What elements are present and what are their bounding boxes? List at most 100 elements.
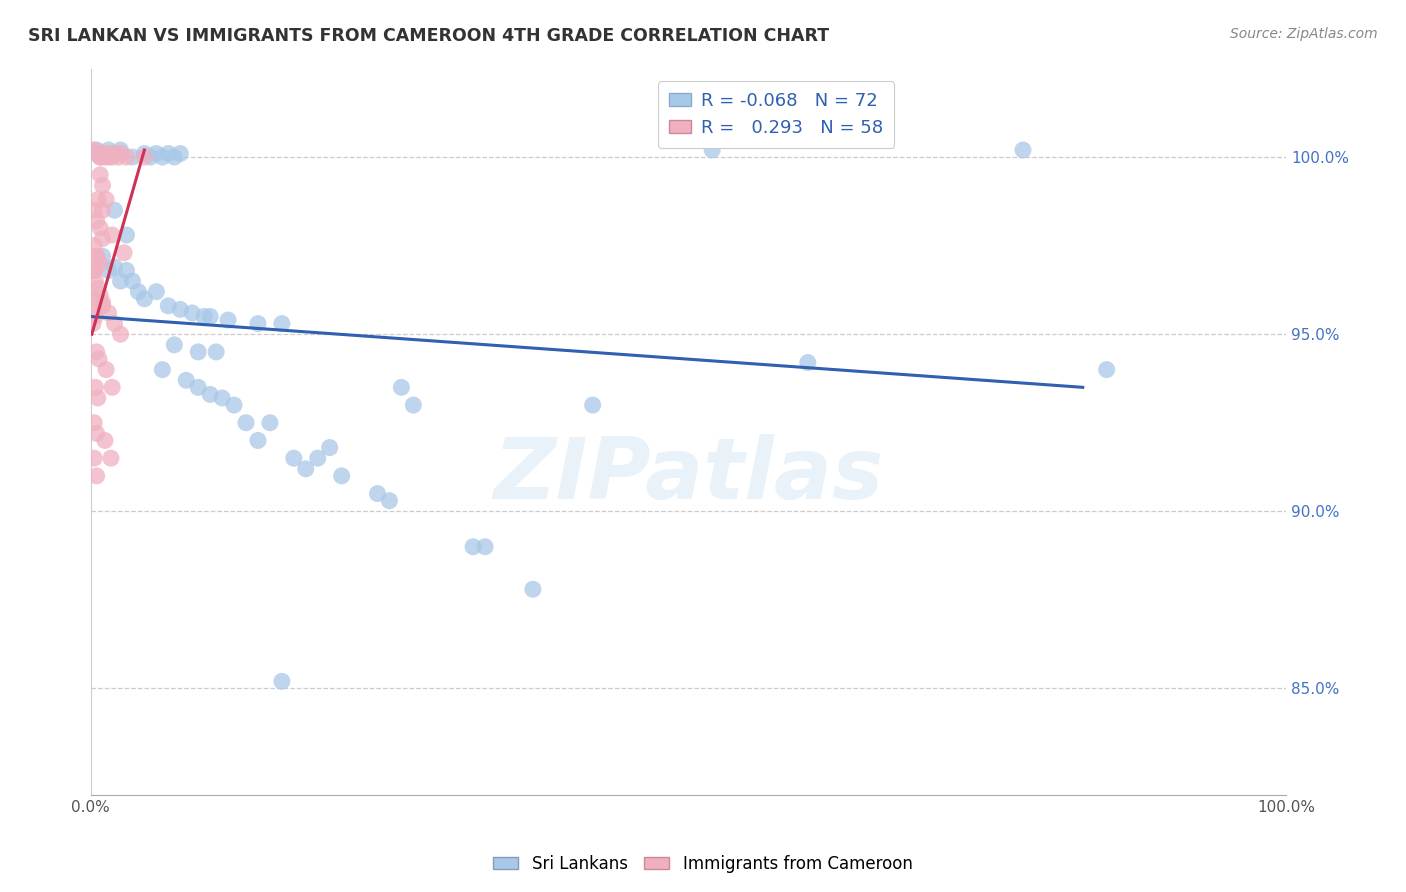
Point xyxy=(103,146,125,161)
Point xyxy=(150,150,173,164)
Text: SRI LANKAN VS IMMIGRANTS FROM CAMEROON 4TH GRADE CORRELATION CHART: SRI LANKAN VS IMMIGRANTS FROM CAMEROON 4… xyxy=(28,27,830,45)
Point xyxy=(246,317,269,331)
Point xyxy=(83,451,105,466)
Point xyxy=(163,150,186,164)
Point xyxy=(181,306,204,320)
Point xyxy=(217,313,239,327)
Point xyxy=(89,288,111,302)
Point xyxy=(107,150,129,164)
Point xyxy=(83,143,105,157)
Point xyxy=(330,469,353,483)
Point xyxy=(270,317,292,331)
Point xyxy=(89,221,111,235)
Point xyxy=(86,469,108,483)
Point xyxy=(91,295,114,310)
Point xyxy=(103,146,125,161)
Point xyxy=(86,249,108,263)
Point xyxy=(198,387,221,401)
Point xyxy=(150,362,173,376)
Point xyxy=(86,143,108,157)
Point xyxy=(283,451,305,466)
Point xyxy=(112,245,135,260)
Point xyxy=(83,263,105,277)
Point xyxy=(82,302,104,317)
Point xyxy=(145,146,167,161)
Point xyxy=(83,292,105,306)
Text: ZIPatlas: ZIPatlas xyxy=(494,434,883,516)
Point xyxy=(193,310,215,324)
Point xyxy=(84,274,107,288)
Point xyxy=(134,292,156,306)
Point xyxy=(87,281,110,295)
Point xyxy=(91,231,114,245)
Point xyxy=(582,398,605,412)
Point xyxy=(174,373,197,387)
Point xyxy=(318,441,340,455)
Point xyxy=(96,362,118,376)
Point xyxy=(84,310,107,324)
Point xyxy=(187,380,209,394)
Point xyxy=(91,299,114,313)
Point xyxy=(89,150,111,164)
Point xyxy=(87,391,110,405)
Point xyxy=(121,150,143,164)
Point xyxy=(82,263,104,277)
Point xyxy=(110,146,132,161)
Point xyxy=(91,146,114,161)
Point xyxy=(702,143,724,157)
Point xyxy=(211,391,233,405)
Point xyxy=(522,582,544,597)
Point xyxy=(222,398,245,412)
Point xyxy=(97,146,120,161)
Point xyxy=(86,345,108,359)
Point xyxy=(86,249,108,263)
Point xyxy=(259,416,281,430)
Point xyxy=(378,493,401,508)
Point xyxy=(110,327,132,342)
Point xyxy=(169,302,191,317)
Point xyxy=(103,203,125,218)
Point xyxy=(163,338,186,352)
Point xyxy=(83,416,105,430)
Point xyxy=(97,143,120,157)
Point xyxy=(89,168,111,182)
Point xyxy=(91,146,114,161)
Point xyxy=(86,214,108,228)
Point xyxy=(198,310,221,324)
Point xyxy=(97,150,120,164)
Point xyxy=(797,355,820,369)
Point xyxy=(307,451,329,466)
Point xyxy=(187,345,209,359)
Point xyxy=(474,540,496,554)
Point xyxy=(121,274,143,288)
Point xyxy=(82,317,104,331)
Point xyxy=(246,434,269,448)
Point xyxy=(86,426,108,441)
Point xyxy=(134,150,156,164)
Point xyxy=(103,317,125,331)
Point xyxy=(86,146,108,161)
Point xyxy=(110,143,132,157)
Point xyxy=(83,238,105,252)
Legend: Sri Lankans, Immigrants from Cameroon: Sri Lankans, Immigrants from Cameroon xyxy=(486,848,920,880)
Point xyxy=(100,451,122,466)
Point xyxy=(101,380,124,394)
Point xyxy=(169,146,191,161)
Point xyxy=(139,150,162,164)
Point xyxy=(127,285,149,299)
Point xyxy=(115,227,138,242)
Point xyxy=(94,434,117,448)
Point xyxy=(294,462,316,476)
Text: Source: ZipAtlas.com: Source: ZipAtlas.com xyxy=(1230,27,1378,41)
Point xyxy=(89,256,111,270)
Point xyxy=(235,416,257,430)
Point xyxy=(89,150,111,164)
Point xyxy=(157,299,180,313)
Point xyxy=(83,263,105,277)
Point xyxy=(87,351,110,366)
Legend: R = -0.068   N = 72, R =   0.293   N = 58: R = -0.068 N = 72, R = 0.293 N = 58 xyxy=(658,81,894,148)
Point xyxy=(84,380,107,394)
Point xyxy=(87,193,110,207)
Point xyxy=(145,285,167,299)
Point xyxy=(115,150,138,164)
